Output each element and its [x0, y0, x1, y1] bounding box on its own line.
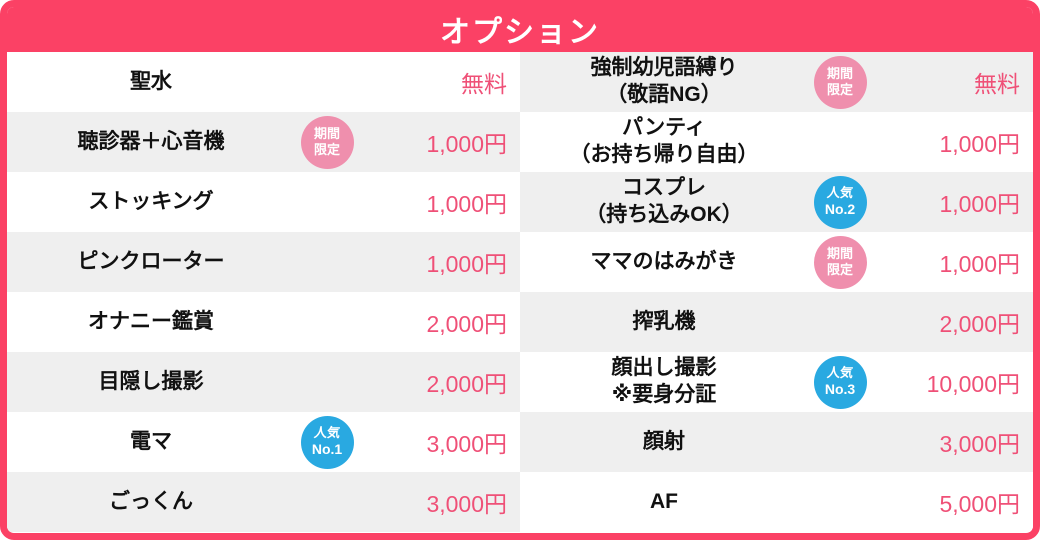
option-price: 10,000円: [926, 371, 1020, 397]
option-price: 2,000円: [426, 371, 507, 397]
limited-time-badge: 期間 限定: [300, 115, 354, 169]
badge-zone: 期間 限定: [808, 55, 872, 109]
badge-zone: 人気 No.2: [808, 175, 872, 229]
option-label: 顔出し撮影 ※要身分証: [611, 356, 717, 406]
popularity-badge-rank: No.2: [824, 200, 856, 217]
option-label: ピンクローター: [77, 249, 225, 273]
badge-zone: 期間 限定: [295, 115, 359, 169]
option-label: 聴診器＋心音機: [77, 129, 225, 153]
option-row: 顔射 3,000円: [520, 412, 1033, 472]
option-row: ピンクローター 1,000円: [7, 232, 520, 292]
option-price: 1,000円: [426, 191, 507, 217]
option-row: 電マ 人気 No.1 3,000円: [7, 412, 520, 472]
limited-time-badge: 期間 限定: [813, 235, 867, 289]
option-label: 搾乳機: [632, 309, 696, 333]
options-table: 聖水 無料 聴診器＋心音機 期間 限定 1,000円 ストッキング 1,000円 ピンクローター…: [7, 52, 1033, 533]
popularity-badge: 人気 No.3: [813, 355, 867, 409]
option-row: 強制幼児語縛り （敬語NG） 期間 限定 無料: [520, 52, 1033, 112]
option-label: ストッキング: [88, 189, 214, 213]
option-label: 顔射: [643, 429, 685, 453]
option-row: ストッキング 1,000円: [7, 172, 520, 232]
popularity-badge: 人気 No.2: [813, 175, 867, 229]
option-label: 聖水: [130, 69, 172, 93]
limited-badge-line: 限定: [826, 262, 853, 277]
option-row: 搾乳機 2,000円: [520, 292, 1033, 352]
option-row: オナニー鑑賞 2,000円: [7, 292, 520, 352]
popularity-badge-label: 人気: [826, 185, 854, 201]
option-label: 電マ: [130, 429, 172, 453]
option-row: AF 5,000円: [520, 472, 1033, 532]
option-row: ママのはみがき 期間 限定 1,000円: [520, 232, 1033, 292]
option-row: 顔出し撮影 ※要身分証 人気 No.3 10,000円: [520, 352, 1033, 412]
option-row: パンティ （お持ち帰り自由） 1,000円: [520, 112, 1033, 172]
badge-zone: 人気 No.3: [808, 355, 872, 409]
option-label: 目隠し撮影: [98, 369, 204, 393]
option-price: 1,000円: [939, 251, 1020, 277]
option-price: 3,000円: [426, 431, 507, 457]
option-row: 目隠し撮影 2,000円: [7, 352, 520, 412]
option-price: 2,000円: [939, 311, 1020, 337]
option-price: 1,000円: [939, 191, 1020, 217]
option-label: パンティ （お持ち帰り自由）: [569, 116, 759, 166]
limited-badge-line: 期間: [313, 125, 340, 141]
option-row: 聴診器＋心音機 期間 限定 1,000円: [7, 112, 520, 172]
popularity-badge-rank: No.1: [311, 440, 343, 457]
limited-badge-line: 限定: [313, 142, 340, 157]
option-price: 無料: [974, 71, 1020, 97]
option-row: コスプレ （持ち込みOK） 人気 No.2 1,000円: [520, 172, 1033, 232]
option-label: ごっくん: [109, 489, 193, 513]
option-label: AF: [650, 489, 678, 513]
option-row: 聖水 無料: [7, 52, 520, 112]
popularity-badge: 人気 No.1: [300, 415, 354, 469]
options-column-right: 強制幼児語縛り （敬語NG） 期間 限定 無料 パンティ （お持ち帰り自由） 1,000円…: [520, 52, 1033, 533]
option-label: ママのはみがき: [590, 249, 738, 273]
option-row: ごっくん 3,000円: [7, 472, 520, 532]
option-price: 無料: [461, 71, 507, 97]
badge-zone: 期間 限定: [808, 235, 872, 289]
popularity-badge-label: 人気: [826, 365, 854, 381]
option-label: オナニー鑑賞: [88, 309, 214, 333]
option-price: 1,000円: [939, 131, 1020, 157]
page-title: オプション: [440, 16, 600, 49]
badge-zone: 人気 No.1: [295, 415, 359, 469]
options-column-left: 聖水 無料 聴診器＋心音機 期間 限定 1,000円 ストッキング 1,000円 ピンクローター…: [7, 52, 520, 533]
option-label: コスプレ （持ち込みOK）: [585, 176, 743, 226]
popularity-badge-label: 人気: [313, 425, 341, 441]
option-price: 3,000円: [426, 491, 507, 517]
option-label: 強制幼児語縛り （敬語NG）: [590, 56, 738, 106]
limited-badge-line: 期間: [826, 245, 853, 261]
option-price: 5,000円: [939, 491, 1020, 517]
option-price: 1,000円: [426, 251, 507, 277]
popularity-badge-rank: No.3: [824, 380, 856, 397]
option-price: 2,000円: [426, 311, 507, 337]
option-price: 1,000円: [426, 131, 507, 157]
limited-time-badge: 期間 限定: [813, 55, 867, 109]
limited-badge-line: 期間: [826, 65, 853, 81]
option-price: 3,000円: [939, 431, 1020, 457]
table-header: オプション: [7, 7, 1033, 52]
limited-badge-line: 限定: [826, 82, 853, 97]
